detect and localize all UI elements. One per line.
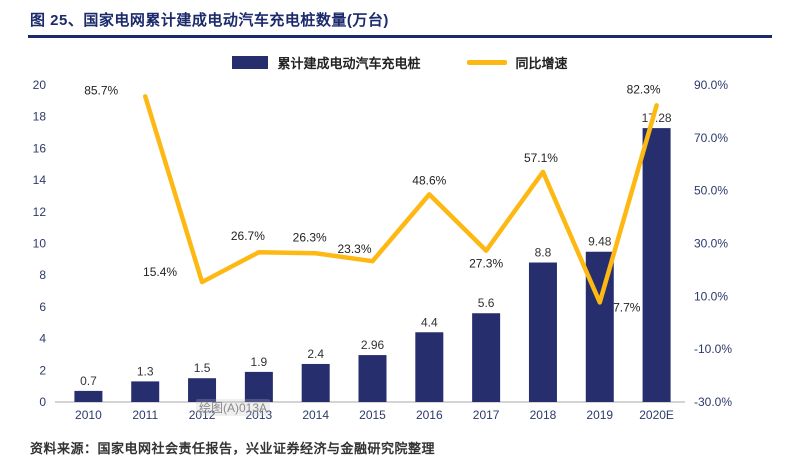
line-value-label: 26.3% (293, 230, 327, 244)
bar-value-label: 9.48 (588, 235, 612, 249)
right-axis-tick-label: 70.0% (694, 131, 728, 145)
right-axis-tick-label: 30.0% (694, 237, 728, 251)
line-series-swatch-icon (466, 60, 507, 65)
bar-value-label: 2.4 (307, 347, 324, 361)
legend-item-bars: 累计建成电动汽车充电桩 (232, 53, 421, 72)
bar (301, 363, 330, 402)
left-axis-tick-label: 8 (39, 268, 46, 282)
bar (415, 332, 444, 402)
line-value-label: 48.6% (412, 173, 446, 187)
right-axis-tick-label: 10.0% (694, 289, 728, 303)
bar-value-label: 8.8 (535, 246, 552, 260)
bar (642, 128, 671, 402)
left-axis-tick-label: 18 (33, 110, 47, 124)
line-value-label: 23.3% (337, 242, 371, 256)
watermark: 绘图(A)013A (196, 399, 271, 416)
title-divider (28, 35, 772, 38)
bar-value-label: 0.7 (80, 374, 97, 388)
bar (188, 378, 217, 402)
left-axis-tick-label: 6 (39, 300, 46, 314)
x-axis-category-label: 2020E (639, 408, 674, 422)
bar-value-label: 1.3 (137, 364, 154, 378)
x-axis-category-label: 2013 (246, 408, 273, 422)
bar-series-swatch-icon (232, 56, 269, 69)
left-axis-tick-label: 16 (33, 141, 47, 155)
line-value-label: 57.1% (524, 151, 558, 165)
line-value-label: 85.7% (84, 83, 118, 97)
right-axis-tick-label: -10.0% (694, 342, 732, 356)
legend-bars-label: 累计建成电动汽车充电桩 (277, 56, 421, 71)
right-axis-tick-label: -30.0% (694, 395, 732, 409)
bar-value-label: 17.28 (642, 111, 672, 125)
x-axis-category-label: 2012 (189, 408, 216, 422)
figure-title: 图 25、国家电网累计建成电动汽车充电桩数量(万台) (30, 12, 389, 29)
line-value-label: 26.7% (231, 229, 265, 243)
line-value-label: 15.4% (143, 265, 177, 279)
legend-item-line: 同比增速 (466, 53, 568, 72)
bar-value-label: 5.6 (478, 296, 495, 310)
x-axis-category-label: 2010 (75, 408, 102, 422)
left-axis-tick-label: 12 (33, 205, 47, 219)
bar (528, 262, 557, 402)
left-axis-tick-label: 4 (39, 332, 46, 346)
bar (358, 355, 387, 402)
line-value-label: 82.3% (627, 82, 661, 96)
bar (244, 371, 273, 402)
line-value-label: 7.7% (613, 300, 641, 314)
left-axis-tick-label: 2 (39, 363, 46, 377)
right-axis-tick-label: 50.0% (694, 184, 728, 198)
x-axis-category-label: 2017 (473, 408, 500, 422)
bar-value-label: 1.5 (194, 361, 211, 375)
left-axis-tick-label: 0 (39, 395, 46, 409)
x-axis-category-label: 2018 (530, 408, 557, 422)
x-axis-category-label: 2015 (359, 408, 386, 422)
growth-line (142, 94, 659, 305)
chart-plot-area: 2018161412108642090.0%70.0%50.0%30.0%10.… (33, 78, 733, 422)
source-note: 资料来源：国家电网社会责任报告，兴业证券经济与金融研究院整理 (30, 441, 436, 456)
bar-value-label: 2.96 (361, 338, 385, 352)
left-axis-tick-label: 14 (33, 173, 47, 187)
bar-value-label: 1.9 (251, 355, 268, 369)
left-axis-tick-label: 10 (33, 237, 47, 251)
bar (472, 313, 501, 402)
bar-value-label: 4.4 (421, 315, 438, 329)
x-axis-category-label: 2011 (132, 408, 158, 422)
right-axis-tick-label: 90.0% (694, 78, 728, 92)
x-axis-category-label: 2014 (302, 408, 329, 422)
x-axis-category-label: 2019 (586, 408, 613, 422)
line-value-label: 27.3% (469, 257, 503, 271)
bar (74, 390, 103, 402)
chart-legend: 累计建成电动汽车充电桩 同比增速 (0, 53, 800, 72)
left-axis-tick-label: 20 (33, 78, 47, 92)
bar (131, 381, 160, 402)
x-axis-category-label: 2016 (416, 408, 443, 422)
legend-line-label: 同比增速 (515, 56, 568, 71)
